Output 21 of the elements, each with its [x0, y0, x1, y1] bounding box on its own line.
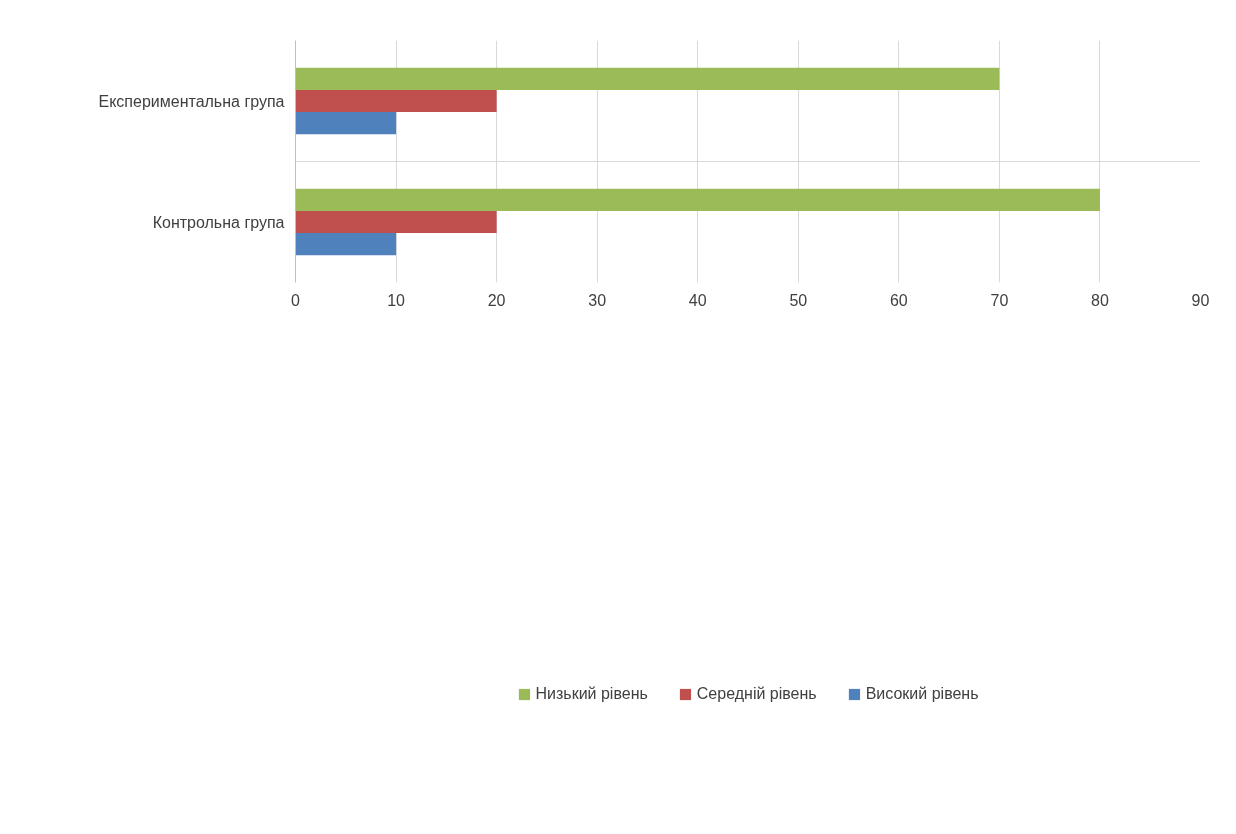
bar [295, 89, 497, 113]
x-tick-label: 60 [889, 291, 908, 309]
x-tick-label: 30 [588, 291, 607, 309]
bar [295, 188, 1100, 211]
x-tick-label: 50 [789, 291, 808, 309]
x-tick-label: 20 [487, 291, 506, 309]
y-tick-label: Контрольна група [152, 213, 285, 231]
x-tick-label: 80 [1091, 291, 1109, 309]
y-tick-label: Експериментальна група [98, 92, 285, 110]
bar [295, 233, 397, 256]
x-tick-label: 0 [291, 291, 301, 309]
x-tick-label: 10 [387, 291, 406, 309]
legend-label: Низький рівень [535, 684, 648, 703]
legend-label: Високий рівень [865, 684, 979, 703]
legend-label: Середній рівень [696, 684, 817, 703]
x-tick-label: 70 [990, 291, 1009, 309]
x-tick-label: 90 [1191, 291, 1210, 309]
x-tick-label: 40 [688, 291, 707, 309]
bar [295, 67, 1000, 90]
bar [295, 112, 397, 135]
bar [295, 210, 497, 234]
